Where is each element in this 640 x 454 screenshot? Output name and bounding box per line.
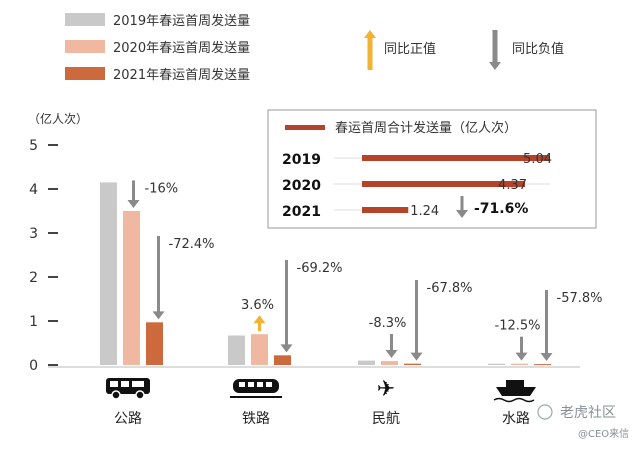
arrow-铁路-2021-head <box>280 344 293 353</box>
arrow-民航-2020-head <box>385 350 398 359</box>
watermark-brand: 老虎社区 <box>560 405 616 421</box>
arrow-民航-2021 <box>410 280 423 361</box>
airplane-glyph: ✈ <box>377 377 395 402</box>
bar-民航-2019 <box>358 360 375 365</box>
legend-down-label: 同比负值 <box>512 41 564 57</box>
y-axis-label: （亿人次） <box>28 111 88 126</box>
bus-wheel <box>111 390 121 400</box>
change-label-公路-2020: -16% <box>145 181 179 196</box>
category-label-水路: 水路 <box>502 411 530 427</box>
y-tick-label: 2 <box>29 270 38 286</box>
bar-民航-2020 <box>381 361 398 365</box>
total-change-label: -71.6% <box>474 201 528 217</box>
bar-水路-2019 <box>488 363 505 365</box>
legend-down-arrow <box>489 30 501 70</box>
bar-水路-2021 <box>534 364 551 366</box>
category-label-民航: 民航 <box>372 411 400 427</box>
total-panel-title: 春运首周合计发送量（亿人次） <box>335 120 517 136</box>
legend-swatch-3 <box>65 67 105 80</box>
change-label-铁路-2020: 3.6% <box>241 298 274 313</box>
change-label-铁路-2021: -69.2% <box>297 261 343 276</box>
arrow-水路-2020-head <box>515 352 528 361</box>
airplane-icon: ✈ <box>377 377 395 402</box>
bar-铁路-2019 <box>228 335 245 365</box>
change-label-民航-2020: -8.3% <box>369 316 407 331</box>
arrow-民航-2021-head <box>410 352 423 361</box>
ship-cabin <box>506 380 524 387</box>
bus-window <box>121 381 129 387</box>
category-label-铁路: 铁路 <box>242 411 270 427</box>
change-label-民航-2021: -67.8% <box>427 281 473 296</box>
ship-wave <box>493 397 535 403</box>
bar-公路-2021 <box>146 322 163 365</box>
total-value-2019: 5.04 <box>523 152 552 167</box>
total-bar-2021 <box>362 207 409 213</box>
legend-up-arrow <box>364 30 376 70</box>
arrow-铁路-2020 <box>253 315 266 332</box>
bus-window <box>132 381 144 387</box>
y-tick-label: 1 <box>29 314 38 330</box>
category-label-公路: 公路 <box>114 411 142 427</box>
ship-icon <box>493 380 536 403</box>
y-tick-label: 5 <box>29 138 38 154</box>
total-panel-legend-swatch <box>285 125 325 130</box>
ship-hull <box>496 387 536 396</box>
change-label-水路-2020: -12.5% <box>495 319 541 334</box>
bus-wheel <box>135 390 145 400</box>
y-tick-label: 4 <box>29 182 38 198</box>
bus-window <box>110 381 118 387</box>
total-value-2020: 4.37 <box>498 178 527 193</box>
bar-民航-2021 <box>404 363 421 365</box>
arrow-水路-2021-head <box>540 353 553 361</box>
arrow-公路-2020-head <box>127 200 140 208</box>
legend-swatch-2 <box>65 40 105 53</box>
legend-up-arrow-head <box>364 30 376 38</box>
total-bar-2019 <box>362 155 550 161</box>
total-year-2021: 2021 <box>282 204 321 220</box>
legend-label-2: 2020年春运首周发送量 <box>113 40 250 56</box>
legend-label-3: 2021年春运首周发送量 <box>113 67 250 83</box>
arrow-铁路-2020-head <box>253 315 266 324</box>
y-tick-label: 0 <box>29 358 38 374</box>
total-change-arrow <box>456 196 468 218</box>
total-bar-2020 <box>362 181 526 187</box>
arrow-公路-2020 <box>127 180 140 208</box>
legend-up-label: 同比正值 <box>384 41 436 57</box>
arrow-铁路-2021 <box>280 260 293 353</box>
train-window <box>239 382 245 387</box>
total-value-2021: 1.24 <box>410 204 439 219</box>
bar-公路-2019 <box>100 182 117 365</box>
total-year-2020: 2020 <box>282 178 321 194</box>
arrow-公路-2021 <box>152 236 165 320</box>
bar-铁路-2020 <box>251 334 268 365</box>
legend-swatch-1 <box>65 13 105 26</box>
legend-down-arrow-head <box>489 62 501 70</box>
arrow-公路-2021-head <box>152 311 165 320</box>
bar-水路-2020 <box>511 363 528 365</box>
bar-公路-2020 <box>123 211 140 365</box>
watermark-source: @CEO来信 <box>578 428 629 440</box>
train-icon <box>230 379 282 398</box>
bar-铁路-2021 <box>274 355 291 365</box>
total-year-2019: 2019 <box>282 152 321 168</box>
arrow-水路-2020 <box>515 336 528 361</box>
arrow-水路-2021 <box>540 290 553 361</box>
train-window <box>257 382 263 387</box>
train-window <box>248 382 254 387</box>
arrow-民航-2020 <box>385 334 398 359</box>
bus-icon <box>106 378 150 400</box>
change-label-公路-2021: -72.4% <box>169 237 215 252</box>
y-tick-label: 3 <box>29 226 38 242</box>
total-change-arrow-head <box>456 210 468 218</box>
train-window <box>266 382 272 387</box>
watermark-logo-icon <box>537 404 553 420</box>
legend-label-1: 2019年春运首周发送量 <box>113 13 250 29</box>
change-label-水路-2021: -57.8% <box>557 291 603 306</box>
